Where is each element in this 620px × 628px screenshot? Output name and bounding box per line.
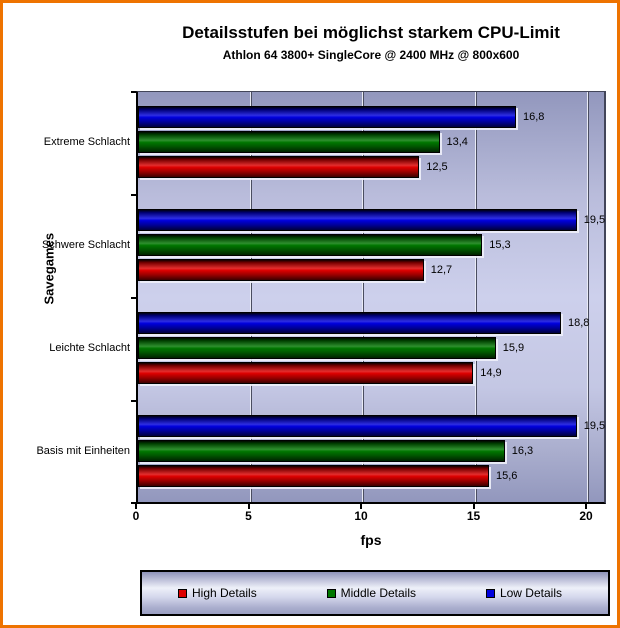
chart-title: Detailsstufen bei möglichst starkem CPU-… — [182, 23, 560, 42]
x-axis-tick — [247, 504, 250, 509]
category-row: 16,8 13,4 12,5 — [138, 92, 604, 195]
gridline-x-15 — [474, 92, 477, 502]
y-axis-tick — [131, 502, 136, 504]
gridline-x-10 — [362, 92, 364, 502]
gridline-x-5 — [249, 92, 252, 502]
category-label: Extreme Schlacht — [43, 135, 130, 148]
bar-value-label: 16,8 — [523, 111, 545, 123]
category-row: 19,5 16,3 15,6 — [138, 401, 605, 504]
y-axis-tick — [131, 297, 136, 299]
bar-value-label: 15,9 — [502, 342, 525, 354]
category-row: 19,5 15,3 12,7 — [138, 195, 605, 298]
category-label: Leichte Schlacht — [49, 341, 130, 354]
x-axis-tick — [360, 504, 362, 509]
x-tick-label: 10 — [354, 509, 368, 523]
bar-value-label: 16,3 — [511, 445, 534, 457]
middle-details-marker-icon — [326, 588, 336, 598]
bar-high-details: 12,5 — [138, 156, 448, 178]
plot-area: 16,8 13,4 12,5 19,5 15,3 12,7 18,8 15,9 14,9 19,5… — [136, 91, 606, 504]
bar-value-label: 19,5 — [583, 214, 606, 226]
bar-value-label: 12,7 — [430, 264, 453, 276]
bar-value-label: 18,8 — [568, 317, 590, 329]
legend-entry-middle-details: Middle Details — [326, 586, 417, 600]
y-axis-tick — [131, 91, 136, 93]
x-tick-label: 0 — [132, 509, 140, 523]
bar-value-label: 13,4 — [446, 136, 468, 148]
bar-high-details: 15,6 — [138, 465, 517, 487]
x-tick-label: 20 — [579, 509, 593, 523]
x-tick-label: 5 — [245, 509, 252, 523]
legend-entry-low-details: Low Details — [485, 586, 562, 600]
low-details-marker-icon — [485, 588, 495, 598]
bar-value-label: 19,5 — [583, 420, 606, 432]
bar-value-label: 14,9 — [480, 367, 502, 379]
high-details-marker-icon — [178, 588, 187, 598]
bar-low-details: 18,8 — [138, 312, 589, 334]
category-row: 18,8 15,9 14,9 — [138, 298, 604, 401]
x-tick-label: 15 — [466, 509, 481, 523]
legend-entry-high-details: High Details — [178, 586, 257, 600]
bar-middle-details: 15,9 — [138, 337, 524, 359]
bar-middle-details: 15,3 — [138, 234, 511, 256]
bar-low-details: 19,5 — [138, 415, 605, 437]
bar-low-details: 19,5 — [138, 209, 605, 231]
bar-middle-details: 16,3 — [138, 440, 533, 462]
bar-value-label: 12,5 — [426, 161, 448, 173]
bar-middle-details: 13,4 — [138, 131, 468, 153]
chart-subtitle: Athlon 64 3800+ SingleCore @ 2400 MHz @ … — [222, 48, 520, 62]
x-axis-tick — [472, 504, 475, 509]
bar-value-label: 15,6 — [496, 470, 518, 482]
bar-low-details: 16,8 — [138, 106, 544, 128]
legend-label: Middle Details — [340, 586, 417, 600]
x-axis-title: fps — [360, 532, 382, 548]
legend: High Details Middle Details Low Details — [140, 570, 610, 616]
x-axis-tick — [135, 504, 137, 509]
y-axis-tick — [131, 400, 136, 402]
category-label: Schwere Schlacht — [41, 238, 130, 251]
category-label: Basis mit Einheiten — [36, 444, 130, 457]
legend-label: Low Details — [499, 586, 562, 600]
bar-value-label: 15,3 — [489, 239, 511, 251]
bar-high-details: 12,7 — [138, 259, 452, 281]
x-axis-tick — [585, 504, 587, 509]
gridline-x-20 — [587, 92, 589, 502]
bar-high-details: 14,9 — [138, 362, 502, 384]
y-axis-tick — [131, 194, 136, 196]
legend-label: High Details — [192, 586, 257, 600]
